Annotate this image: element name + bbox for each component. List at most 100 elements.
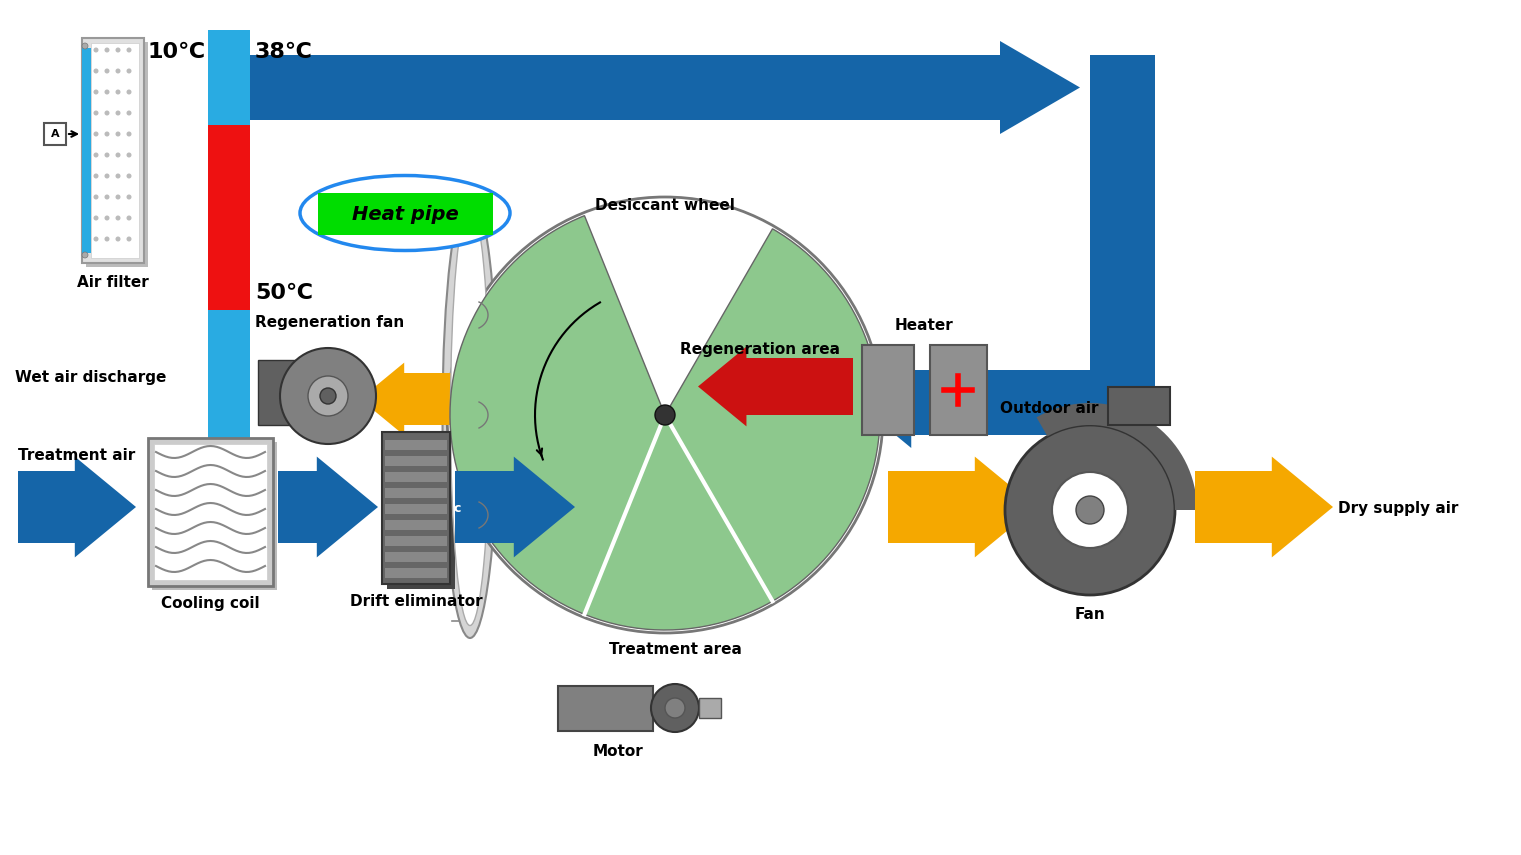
Text: 38℃: 38℃ (256, 42, 313, 62)
Circle shape (93, 215, 99, 221)
Circle shape (116, 152, 120, 157)
Circle shape (126, 110, 131, 115)
Bar (318, 193, 493, 235)
Text: Drift eliminator: Drift eliminator (350, 594, 482, 609)
Circle shape (93, 48, 99, 52)
Circle shape (126, 152, 131, 157)
Text: Cooling coil: Cooling coil (161, 596, 260, 611)
Text: Regeneration area: Regeneration area (680, 342, 840, 357)
Circle shape (126, 132, 131, 137)
Circle shape (1053, 472, 1129, 548)
Bar (385, 568, 447, 578)
Circle shape (116, 132, 120, 137)
Circle shape (105, 48, 110, 52)
Polygon shape (1196, 457, 1332, 557)
Circle shape (105, 90, 110, 95)
Circle shape (93, 132, 99, 137)
Bar (91, 43, 138, 258)
Ellipse shape (443, 192, 497, 638)
Circle shape (116, 194, 120, 199)
Polygon shape (455, 457, 575, 557)
Bar (148, 438, 272, 586)
Bar (87, 42, 148, 267)
Circle shape (126, 48, 131, 52)
Text: Treatment air: Treatment air (18, 448, 135, 463)
Circle shape (105, 68, 110, 74)
Circle shape (319, 388, 336, 404)
Circle shape (126, 90, 131, 95)
Polygon shape (1036, 403, 1197, 510)
Bar (385, 536, 447, 546)
Text: Heater: Heater (896, 318, 954, 333)
Circle shape (93, 90, 99, 95)
Circle shape (116, 237, 120, 241)
Circle shape (105, 132, 110, 137)
Bar (44, 123, 65, 145)
Circle shape (116, 110, 120, 115)
Circle shape (82, 252, 88, 258)
Circle shape (105, 110, 110, 115)
Bar (1107, 387, 1170, 425)
Text: 10℃: 10℃ (148, 42, 207, 62)
Polygon shape (18, 457, 135, 557)
Polygon shape (856, 357, 1091, 448)
Bar (385, 456, 447, 466)
Circle shape (126, 237, 131, 241)
Text: Heat pipe: Heat pipe (351, 204, 458, 223)
Text: Fan: Fan (1075, 607, 1106, 622)
Bar (700, 698, 721, 718)
Bar (1091, 55, 1154, 440)
Circle shape (116, 90, 120, 95)
Bar (208, 30, 249, 125)
Bar (385, 552, 447, 562)
Wedge shape (450, 215, 881, 630)
Bar (385, 488, 447, 498)
Bar (929, 345, 987, 435)
Bar (208, 125, 249, 310)
Text: Desiccant wheel: Desiccant wheel (595, 198, 735, 213)
Text: c: c (453, 502, 461, 515)
Circle shape (280, 348, 376, 444)
Text: Dry supply air: Dry supply air (1338, 500, 1459, 516)
Text: Air filter: Air filter (78, 275, 149, 290)
Bar (152, 442, 277, 590)
Bar (382, 432, 450, 584)
Circle shape (656, 405, 675, 425)
Circle shape (82, 43, 88, 49)
Bar (259, 360, 313, 425)
Circle shape (105, 237, 110, 241)
Polygon shape (278, 457, 379, 557)
Bar (862, 345, 914, 435)
Circle shape (126, 194, 131, 199)
Circle shape (93, 68, 99, 74)
Circle shape (1075, 496, 1104, 524)
Bar (558, 686, 653, 731)
Text: Outdoor air: Outdoor air (999, 400, 1098, 416)
Text: Treatment area: Treatment area (608, 642, 741, 657)
Polygon shape (698, 346, 853, 427)
Polygon shape (210, 41, 1080, 134)
Circle shape (105, 215, 110, 221)
Bar (385, 440, 447, 450)
Bar (154, 444, 268, 580)
Circle shape (651, 684, 700, 732)
Circle shape (93, 194, 99, 199)
Text: A: A (50, 129, 59, 139)
Text: Regeneration fan: Regeneration fan (256, 315, 405, 330)
Ellipse shape (450, 204, 490, 626)
Circle shape (93, 152, 99, 157)
Bar (385, 504, 447, 514)
Bar (385, 520, 447, 530)
Circle shape (93, 110, 99, 115)
Circle shape (116, 215, 120, 221)
Circle shape (126, 215, 131, 221)
Polygon shape (888, 457, 1036, 557)
Polygon shape (360, 363, 505, 435)
Circle shape (665, 698, 684, 718)
Circle shape (93, 237, 99, 241)
Ellipse shape (300, 175, 510, 251)
Circle shape (116, 174, 120, 179)
Circle shape (116, 68, 120, 74)
Text: 50℃: 50℃ (256, 283, 313, 303)
Bar (208, 310, 249, 440)
